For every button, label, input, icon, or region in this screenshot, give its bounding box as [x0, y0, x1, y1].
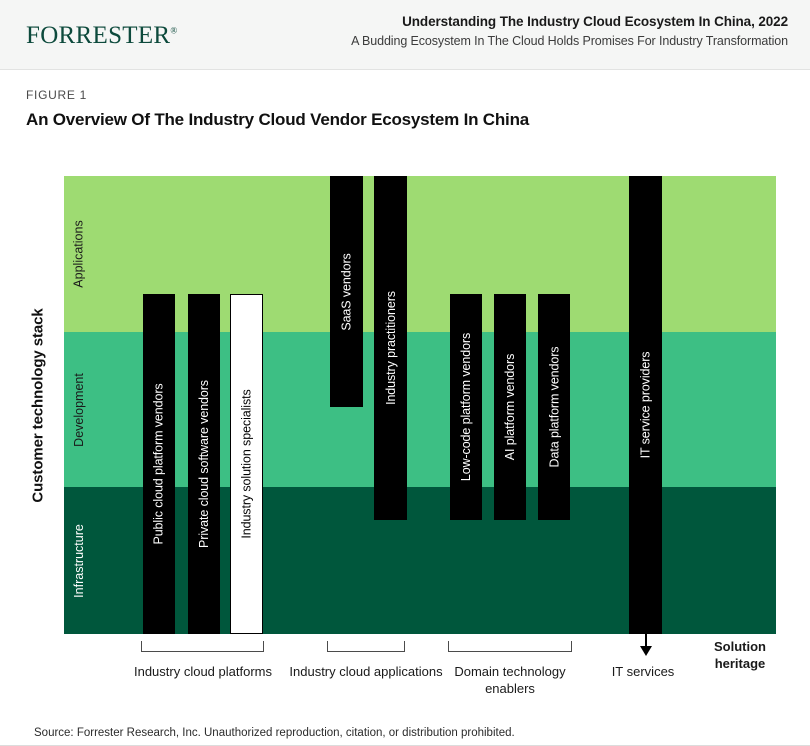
group-label-it-services: IT services [611, 664, 675, 679]
band-label-text: Development [72, 372, 86, 447]
source-note: Source: Forrester Research, Inc. Unautho… [34, 727, 515, 739]
vendor-bar-ai-platform-vendors[interactable]: AI platform vendors [494, 294, 526, 520]
report-title: Understanding The Industry Cloud Ecosyst… [402, 14, 788, 29]
vendor-bar-label: Industry practitioners [383, 291, 398, 405]
vendor-bar-data-platform-vendors[interactable]: Data platform vendors [538, 294, 570, 520]
group-label-industry-cloud-applications: Industry cloud applications [289, 664, 443, 679]
it-services-arrow-shaft [644, 634, 647, 648]
group-label-domain-technology-enablers: Domain technology enablers [454, 664, 566, 696]
vendor-bar-saas-vendors[interactable]: SaaS vendors [330, 176, 363, 407]
report-subtitle: A Budding Ecosystem In The Cloud Holds P… [351, 34, 788, 48]
forrester-logo-text: FORRESTER [26, 22, 171, 49]
vendor-bar-label: Data platform vendors [547, 346, 561, 468]
group-bracket-2 [448, 641, 572, 652]
figure-number: FIGURE 1 [26, 88, 87, 102]
vendor-bar-public-cloud-platform-vendors[interactable]: Public cloud platform vendors [143, 294, 175, 634]
band-label-development: Development [66, 332, 92, 487]
band-label-text: Applications [72, 220, 86, 288]
band-label-infrastructure: Infrastructure [66, 487, 92, 634]
y-axis-title: Customer technology stack [27, 176, 49, 634]
vendor-bar-label: Private cloud software vendors [197, 380, 212, 548]
forrester-logo: FORRESTER® [26, 22, 178, 50]
vendor-bar-label: Public cloud platform vendors [152, 383, 167, 545]
page-title: An Overview Of The Industry Cloud Vendor… [26, 110, 530, 129]
plot-area: Applications Development Infrastructure Pub… [64, 176, 776, 634]
vendor-bar-label: Low-code platform vendors [459, 332, 473, 482]
vendor-bar-label: Industry solution specialists [239, 389, 254, 539]
vendor-bar-industry-practitioners[interactable]: Industry practitioners [374, 176, 407, 520]
group-bracket-1 [327, 641, 405, 652]
page-header: FORRESTER® Understanding The Industry Cl… [0, 0, 810, 70]
vendor-bar-label: IT service providers [638, 351, 653, 459]
vendor-bar-label: SaaS vendors [339, 252, 354, 331]
group-label-solution-heritage: Solution heritage [714, 639, 766, 671]
vendor-bar-industry-solution-specialists[interactable]: Industry solution specialists [230, 294, 263, 634]
vendor-bar-low-code-platform-vendors[interactable]: Low-code platform vendors [450, 294, 482, 520]
group-bracket-0 [141, 641, 264, 652]
band-label-applications: Applications [66, 176, 92, 332]
vendor-bar-it-service-providers[interactable]: IT service providers [629, 176, 662, 634]
band-label-text: Infrastructure [72, 523, 87, 598]
y-axis-title-label: Customer technology stack [29, 307, 47, 503]
vendor-bar-private-cloud-software-vendors[interactable]: Private cloud software vendors [188, 294, 220, 634]
group-label-industry-cloud-platforms: Industry cloud platforms [133, 664, 272, 679]
it-services-arrow-head-icon [639, 646, 652, 656]
registered-mark: ® [170, 25, 178, 36]
vendor-bar-label: AI platform vendors [503, 353, 518, 461]
